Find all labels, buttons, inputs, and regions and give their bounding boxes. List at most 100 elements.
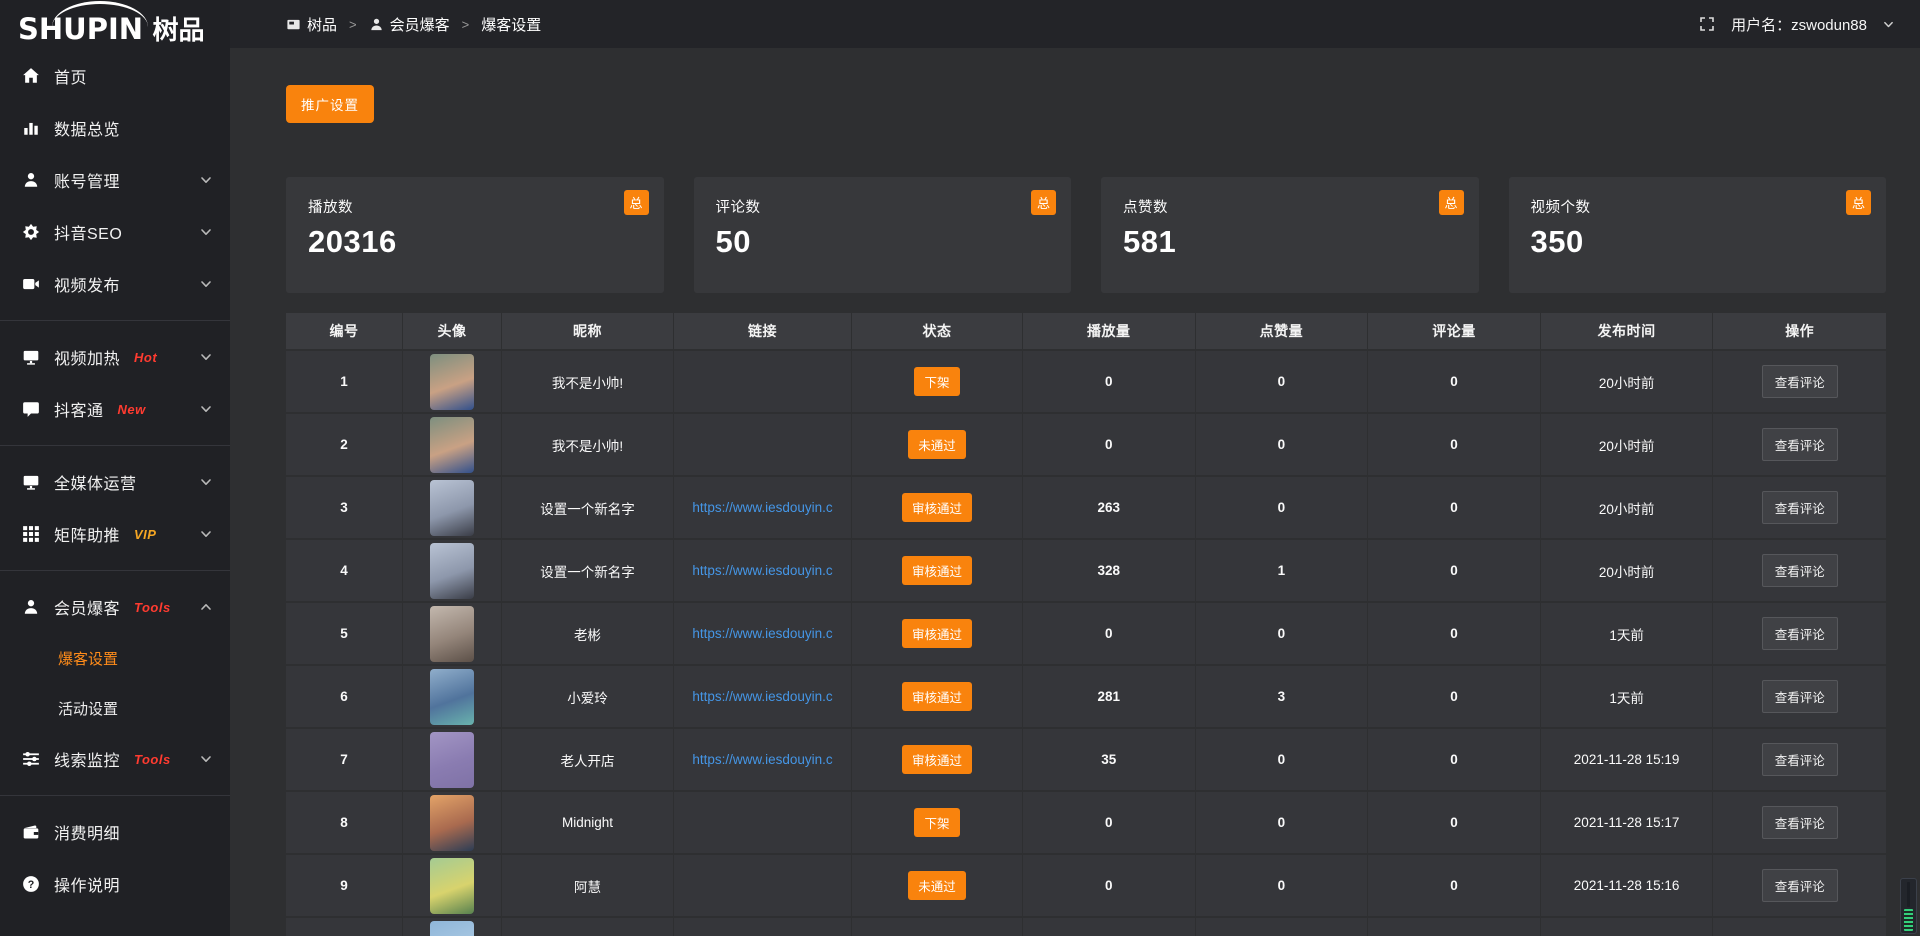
view-comments-button[interactable]: 查看评论 [1761, 869, 1838, 902]
cell-id: 7 [286, 729, 403, 790]
table-header-row: 编号 头像 昵称 链接 状态 播放量 点赞量 评论量 发布时间 操作 [286, 313, 1886, 349]
sidebar-item-all-media-operation[interactable]: 全媒体运营 [0, 456, 230, 508]
video-link[interactable]: https://www.iesdouyin.c [692, 752, 833, 767]
breadcrumb: 树品 > 会员爆客 > 爆客设置 [286, 14, 541, 35]
view-comments-button[interactable]: 查看评论 [1761, 428, 1838, 461]
cell-link: https://www.iesdouyin.c [674, 729, 852, 790]
video-link[interactable]: https://www.iesdouyin.c [692, 689, 833, 704]
user-icon [369, 17, 384, 32]
total-badge: 总 [1438, 190, 1464, 215]
user-icon [22, 598, 40, 616]
cell-plays: 35 [1023, 729, 1196, 790]
cell-avatar [403, 477, 502, 538]
video-link[interactable]: https://www.iesdouyin.c [692, 500, 833, 515]
cell-comments: 0 [1368, 414, 1541, 475]
sidebar-item-douketong[interactable]: 抖客通 New [0, 383, 230, 435]
logo-arc [52, 1, 148, 27]
cell-comments: 0 [1368, 351, 1541, 412]
sidebar-item-account-management[interactable]: 账号管理 [0, 154, 230, 206]
video-link[interactable]: https://www.iesdouyin.c [692, 563, 833, 578]
view-comments-button[interactable]: 查看评论 [1761, 554, 1838, 587]
view-comments-button[interactable]: 查看评论 [1761, 617, 1838, 650]
stat-card-value: 50 [715, 224, 751, 259]
avatar [430, 668, 474, 725]
cell-link: https://www.iesdouyin.c [674, 666, 852, 727]
status-badge: 审核通过 [901, 745, 972, 774]
mini-meter-widget [1900, 878, 1917, 934]
sidebar-item-member-baoke[interactable]: 会员爆客 Tools [0, 581, 230, 633]
cell-link [674, 414, 852, 475]
cell-status: 审核通过 [852, 729, 1023, 790]
cell-nickname: 我不是小帅! [502, 351, 674, 412]
cell-comments: 0 [1368, 477, 1541, 538]
cell-id: 1 [286, 351, 403, 412]
cell-id: 9 [286, 855, 403, 916]
chevron-down-icon [200, 278, 212, 290]
view-comments-button[interactable]: 查看评论 [1761, 491, 1838, 524]
breadcrumb-item-shupin[interactable]: 树品 [286, 14, 337, 35]
breadcrumb-label: 树品 [307, 16, 338, 34]
column-header-9: 发布时间 [1541, 313, 1714, 349]
comment-icon [22, 400, 40, 418]
view-comments-button[interactable]: 查看评论 [1761, 806, 1838, 839]
fullscreen-icon[interactable] [1699, 16, 1715, 32]
sidebar-item-label: 视频加热 [54, 351, 121, 368]
sidebar-item-home[interactable]: 首页 [0, 50, 230, 102]
cell-status: 审核通过 [852, 477, 1023, 538]
cell-link [674, 855, 852, 916]
cell-id [286, 918, 403, 936]
cell-nickname: 设置一个新名字 [502, 477, 674, 538]
view-comments-button[interactable]: 查看评论 [1761, 743, 1838, 776]
table-row [286, 916, 1886, 936]
breadcrumb-item-member-baoke[interactable]: 会员爆客 [369, 14, 450, 35]
status-badge: 下架 [914, 808, 960, 837]
cell-likes: 0 [1196, 477, 1369, 538]
cell-avatar [403, 414, 502, 475]
cell-link: https://www.iesdouyin.c [674, 603, 852, 664]
view-comments-button[interactable]: 查看评论 [1761, 680, 1838, 713]
cell-status: 未通过 [852, 855, 1023, 916]
sidebar-item-matrix-boost[interactable]: 矩阵助推 VIP [0, 508, 230, 560]
avatar [430, 479, 474, 536]
mini-meter-green-bar [1904, 909, 1913, 931]
cell-id: 6 [286, 666, 403, 727]
breadcrumb-separator: > [461, 16, 470, 32]
cell-avatar [403, 855, 502, 916]
view-comments-button[interactable]: 查看评论 [1761, 365, 1838, 398]
username[interactable]: 用户名：zswodun88 [1731, 16, 1867, 34]
status-badge: 审核通过 [901, 682, 972, 711]
cell-likes: 0 [1196, 792, 1369, 853]
sidebar-item-label: 数据总览 [54, 122, 121, 139]
cell-avatar [403, 351, 502, 412]
cell-nickname: 我不是小帅! [502, 414, 674, 475]
sidebar-item-consumption-details[interactable]: 消费明细 [0, 806, 230, 858]
cell-status: 审核通过 [852, 666, 1023, 727]
cell-avatar [403, 729, 502, 790]
cell-id: 4 [286, 540, 403, 601]
column-header-3: 昵称 [502, 313, 674, 349]
cell-action: 查看评论 [1713, 792, 1886, 853]
video-link[interactable]: https://www.iesdouyin.c [692, 626, 833, 641]
sidebar-item-label: 线索监控 [54, 753, 121, 770]
videos-table: 编号 头像 昵称 链接 状态 播放量 点赞量 评论量 发布时间 操作 1 我不是小帅! 下架 0 … [286, 313, 1886, 936]
stat-card: 点赞数 581 总 [1101, 177, 1479, 293]
chevron-down-icon [200, 351, 212, 363]
sidebar-item-douyin-seo[interactable]: 抖音SEO [0, 206, 230, 258]
avatar [430, 857, 474, 914]
sidebar-item-label: 视频发布 [54, 278, 121, 295]
sidebar-item-data-overview[interactable]: 数据总览 [0, 102, 230, 154]
promotion-settings-button[interactable]: 推广设置 [286, 85, 374, 123]
cell-plays [1023, 918, 1196, 936]
chevron-up-icon [200, 601, 212, 613]
sidebar-item-video-heating[interactable]: 视频加热 Hot [0, 331, 230, 383]
sidebar-subitem-activity-settings[interactable]: 活动设置 [0, 683, 230, 733]
sidebar-item-video-publish[interactable]: 视频发布 [0, 258, 230, 310]
sidebar-item-label: 抖音SEO [54, 226, 123, 243]
cell-plays: 281 [1023, 666, 1196, 727]
cell-publish-time: 2021-11-28 15:17 [1541, 792, 1714, 853]
sidebar-item-clue-monitoring[interactable]: 线索监控 Tools [0, 733, 230, 785]
sidebar-subitem-baoke-settings[interactable]: 爆客设置 [0, 633, 230, 683]
cell-action: 查看评论 [1713, 351, 1886, 412]
sidebar-item-operation-guide[interactable]: 操作说明 [0, 858, 230, 910]
grid-icon [22, 525, 40, 543]
